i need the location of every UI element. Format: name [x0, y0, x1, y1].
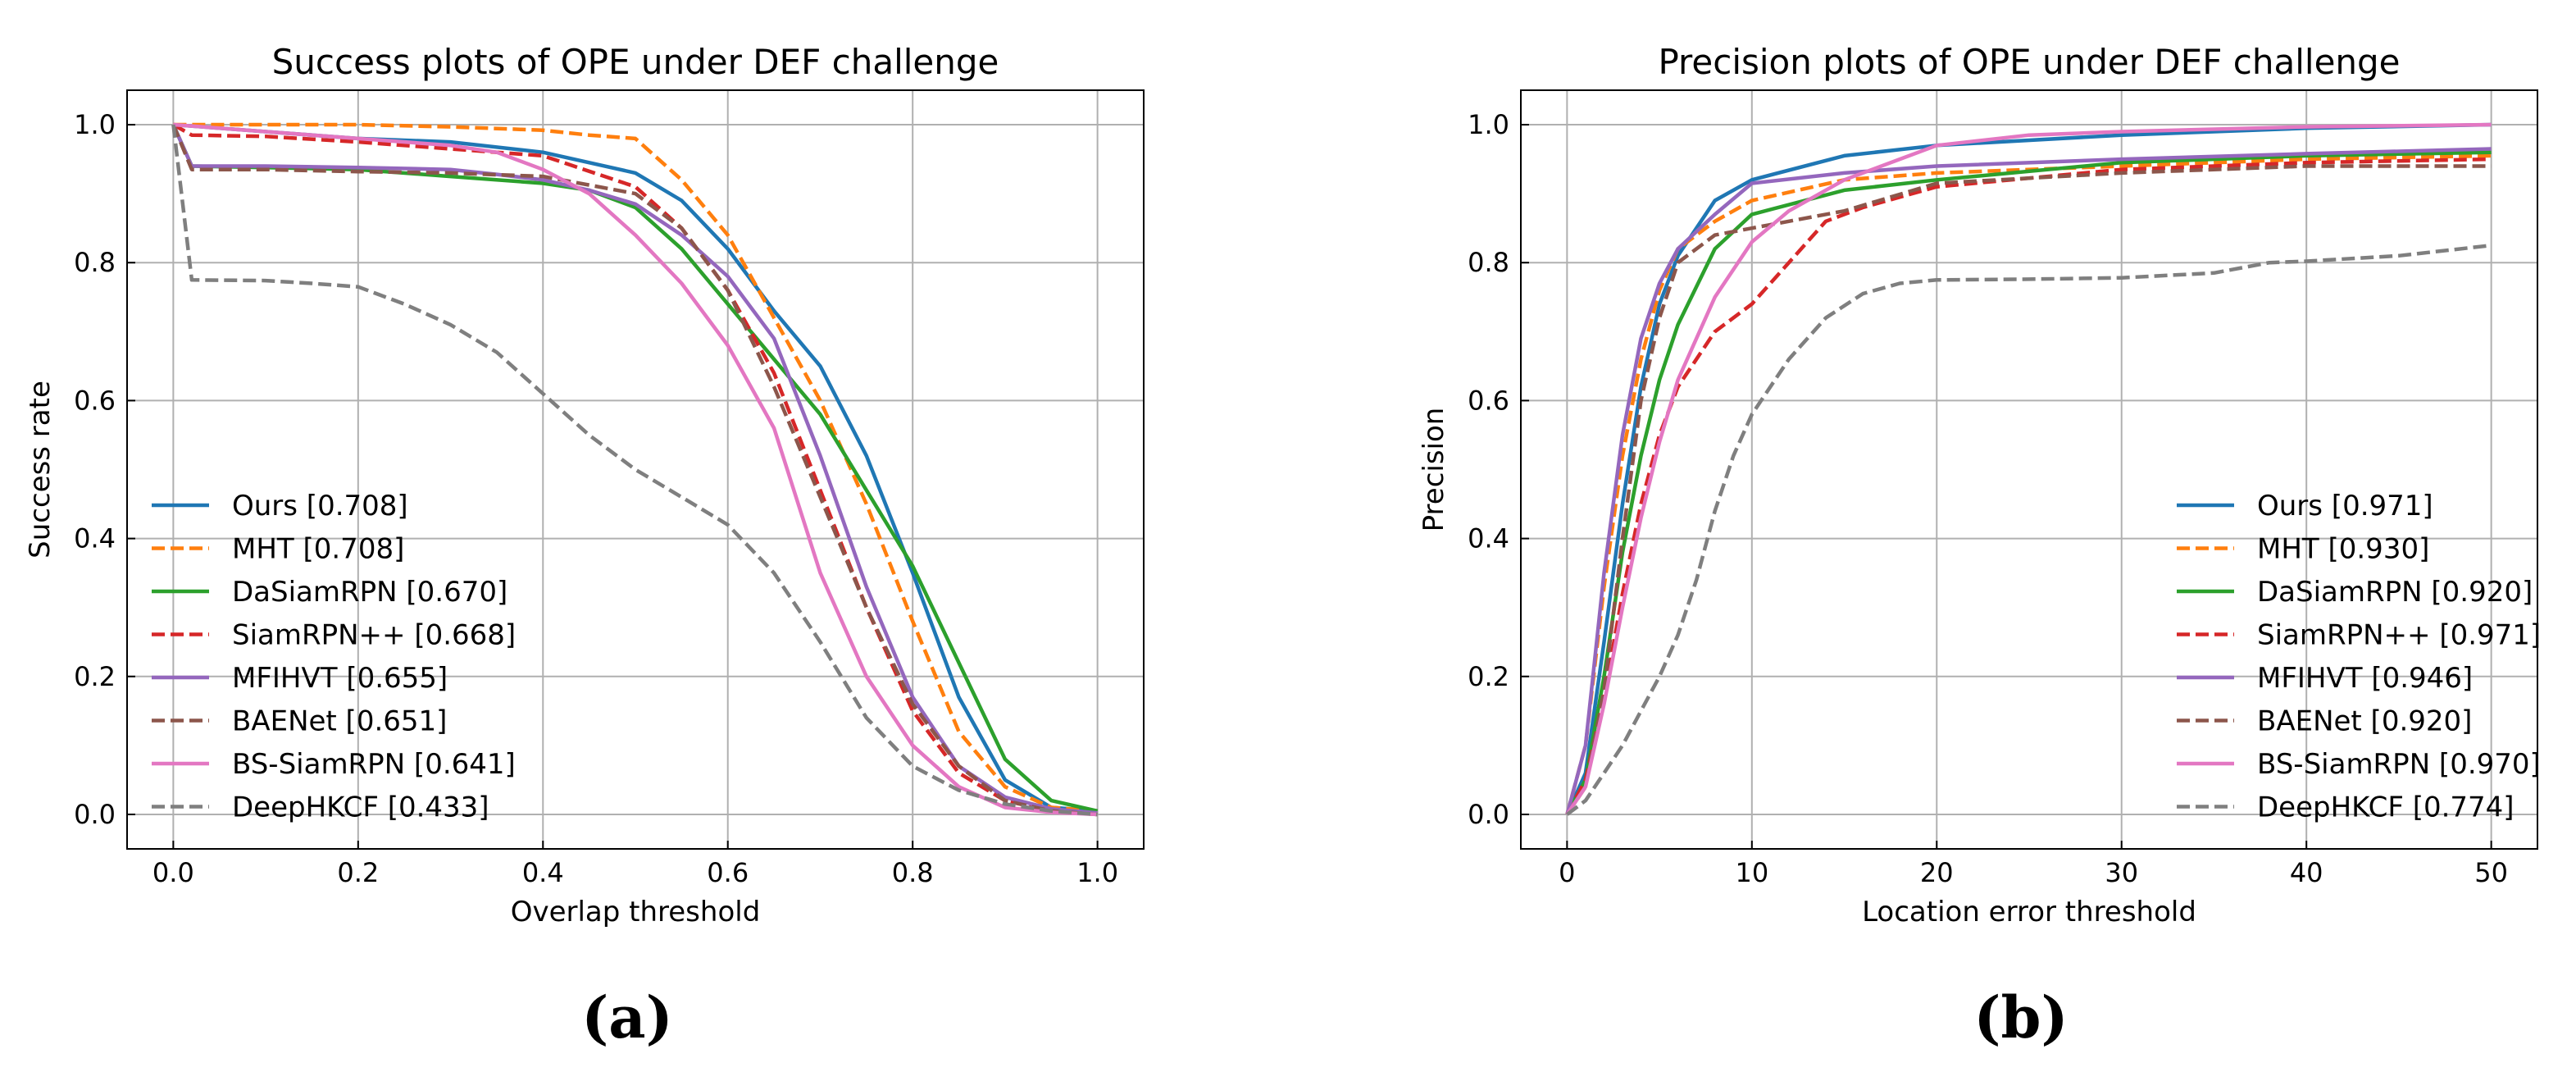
success-plot-ytick-label: 1.0 — [74, 109, 116, 140]
success-plot-series-line — [173, 122, 1098, 817]
success-plot-xtick-label: 0.6 — [707, 857, 749, 888]
success-plot-legend-label: MFIHVT [0.655] — [232, 662, 448, 695]
precision-plot-lines — [1565, 122, 2492, 816]
success-plot-ytick-label: 0.8 — [74, 247, 116, 278]
success-plot-ylabel: Success rate — [24, 381, 57, 559]
precision-plot-legend-label: DaSiamRPN [0.920] — [2257, 576, 2533, 609]
precision-plot-legend-label: MHT [0.930] — [2257, 533, 2429, 566]
success-plot-legend: Ours [0.708] MHT [0.708] DaSiamRPN [0.670]… — [152, 490, 516, 824]
success-plot-xtick-label: 0.4 — [522, 857, 564, 888]
precision-plot-xtick-label: 30 — [2105, 857, 2138, 888]
precision-plot-legend-label: BS-SiamRPN [0.970] — [2257, 748, 2541, 781]
precision-plot-ticks: 0 10 20 30 40 50 0.0 0.2 0.4 0.6 0.8 1.0 — [1468, 109, 2508, 888]
success-plot-legend-label: DeepHKCF [0.433] — [232, 791, 489, 824]
success-plot-series-line — [171, 124, 1098, 817]
precision-plot-title: Precision plots of OPE under DEF challen… — [1658, 42, 2400, 82]
precision-plot-ytick-label: 0.2 — [1468, 661, 1509, 692]
precision-plot-frame — [1520, 89, 2538, 850]
precision-plot-ytick-label: 0.6 — [1468, 385, 1509, 416]
precision-plot-legend-label: MFIHVT [0.946] — [2257, 662, 2473, 695]
success-plot-legend-label: BAENet [0.651] — [232, 705, 447, 738]
success-plot-xtick-label: 1.0 — [1076, 857, 1118, 888]
success-plot-title: Success plots of OPE under DEF challenge — [272, 42, 999, 82]
success-plot-legend-label: Ours [0.708] — [232, 490, 408, 522]
precision-plot: 0 10 20 30 40 50 0.0 0.2 0.4 0.6 0.8 1.0 Precision … — [1418, 42, 2541, 1051]
precision-plot-xtick-label: 0 — [1559, 857, 1575, 888]
success-plot-caption: (a) — [581, 983, 673, 1051]
precision-plot-series-line — [1565, 157, 2492, 816]
success-plot-legend-label: DaSiamRPN [0.670] — [232, 576, 507, 609]
precision-plot-series-line — [1565, 150, 2492, 816]
success-plot-frame — [126, 89, 1145, 850]
precision-plot-ytick-label: 0.4 — [1468, 523, 1509, 554]
precision-plot-xtick-label: 40 — [2290, 857, 2323, 888]
precision-plot-series-line — [1565, 164, 2492, 816]
precision-plot-xtick-label: 10 — [1735, 857, 1768, 888]
success-plot: 0.0 0.2 0.4 0.6 0.8 1.0 0.0 0.2 0.4 0.6 0.8 1.0 Suc… — [24, 42, 1145, 1051]
precision-plot-ytick-label: 1.0 — [1468, 109, 1509, 140]
success-plot-legend-label: SiamRPN++ [0.668] — [232, 619, 516, 652]
precision-plot-caption: (b) — [1973, 983, 2068, 1051]
precision-plot-series-line — [1565, 122, 2492, 816]
success-plot-legend-label: MHT [0.708] — [232, 533, 404, 566]
precision-plot-legend: Ours [0.971] MHT [0.930] DaSiamRPN [0.920]… — [2177, 490, 2541, 824]
success-plot-series-line — [173, 122, 1098, 814]
precision-plot-series-line — [1566, 243, 2492, 816]
precision-plot-xlabel: Location error threshold — [1862, 896, 2196, 928]
precision-plot-series-line — [1565, 122, 2492, 815]
precision-plot-ylabel: Precision — [1418, 408, 1450, 532]
precision-plot-legend-label: SiamRPN++ [0.971] — [2257, 619, 2541, 652]
success-plot-ticks: 0.0 0.2 0.4 0.6 0.8 1.0 0.0 0.2 0.4 0.6 0.8 1.0 — [74, 109, 1118, 888]
precision-plot-ytick-label: 0.0 — [1468, 799, 1509, 830]
precision-plot-legend-label: Ours [0.971] — [2257, 490, 2433, 522]
success-plot-lines — [171, 122, 1099, 817]
precision-plot-ytick-label: 0.8 — [1468, 247, 1509, 278]
success-plot-xtick-label: 0.0 — [152, 857, 194, 888]
precision-plot-xtick-label: 20 — [1920, 857, 1954, 888]
success-plot-ytick-label: 0.0 — [74, 799, 116, 830]
success-plot-xtick-label: 0.2 — [337, 857, 379, 888]
success-plot-series-line — [171, 124, 1099, 813]
precision-plot-series-line — [1565, 147, 2492, 815]
success-plot-series-line — [171, 124, 1098, 817]
success-plot-legend-label: BS-SiamRPN [0.641] — [232, 748, 516, 781]
precision-plot-legend-label: DeepHKCF [0.774] — [2257, 791, 2515, 824]
success-plot-ytick-label: 0.2 — [74, 661, 116, 692]
success-plot-xlabel: Overlap threshold — [511, 896, 761, 928]
success-plot-ytick-label: 0.4 — [74, 523, 116, 554]
precision-plot-legend-label: BAENet [0.920] — [2257, 705, 2472, 738]
precision-plot-xtick-label: 50 — [2474, 857, 2508, 888]
success-plot-xtick-label: 0.8 — [892, 857, 934, 888]
success-plot-ytick-label: 0.6 — [74, 385, 116, 416]
